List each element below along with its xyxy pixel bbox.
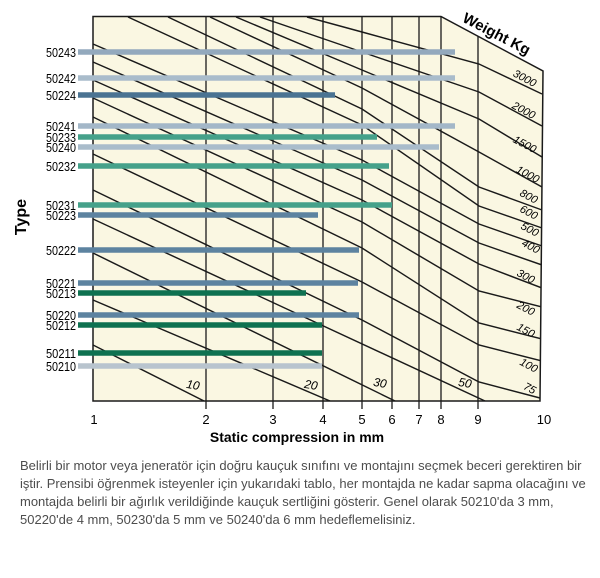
svg-text:50221: 50221: [46, 276, 76, 291]
svg-text:8: 8: [437, 412, 444, 427]
svg-text:10: 10: [185, 377, 201, 393]
svg-text:50243: 50243: [46, 45, 76, 60]
svg-text:10: 10: [537, 412, 551, 427]
svg-text:6: 6: [388, 412, 395, 427]
svg-text:30: 30: [372, 375, 388, 391]
svg-text:50240: 50240: [46, 140, 76, 155]
svg-text:50224: 50224: [46, 88, 76, 103]
svg-text:5: 5: [358, 412, 365, 427]
svg-text:7: 7: [415, 412, 422, 427]
svg-text:50222: 50222: [46, 243, 76, 258]
svg-text:4: 4: [319, 412, 326, 427]
svg-text:50223: 50223: [46, 208, 76, 223]
svg-text:50210: 50210: [46, 359, 76, 374]
svg-text:50231: 50231: [46, 198, 76, 213]
svg-text:20: 20: [302, 377, 319, 393]
svg-text:50241: 50241: [46, 119, 76, 134]
svg-text:50233: 50233: [46, 130, 76, 145]
svg-text:50212: 50212: [46, 318, 76, 333]
svg-text:50232: 50232: [46, 159, 76, 174]
svg-text:50: 50: [457, 375, 473, 391]
svg-text:1: 1: [90, 412, 97, 427]
svg-text:Type: Type: [13, 199, 30, 235]
svg-text:2: 2: [202, 412, 209, 427]
svg-text:3: 3: [269, 412, 276, 427]
svg-text:50220: 50220: [46, 308, 76, 323]
svg-text:9: 9: [474, 412, 481, 427]
svg-text:50211: 50211: [46, 346, 76, 361]
svg-text:Static compression in mm: Static compression in mm: [210, 429, 384, 445]
svg-text:50213: 50213: [46, 286, 76, 301]
svg-text:50242: 50242: [46, 71, 76, 86]
